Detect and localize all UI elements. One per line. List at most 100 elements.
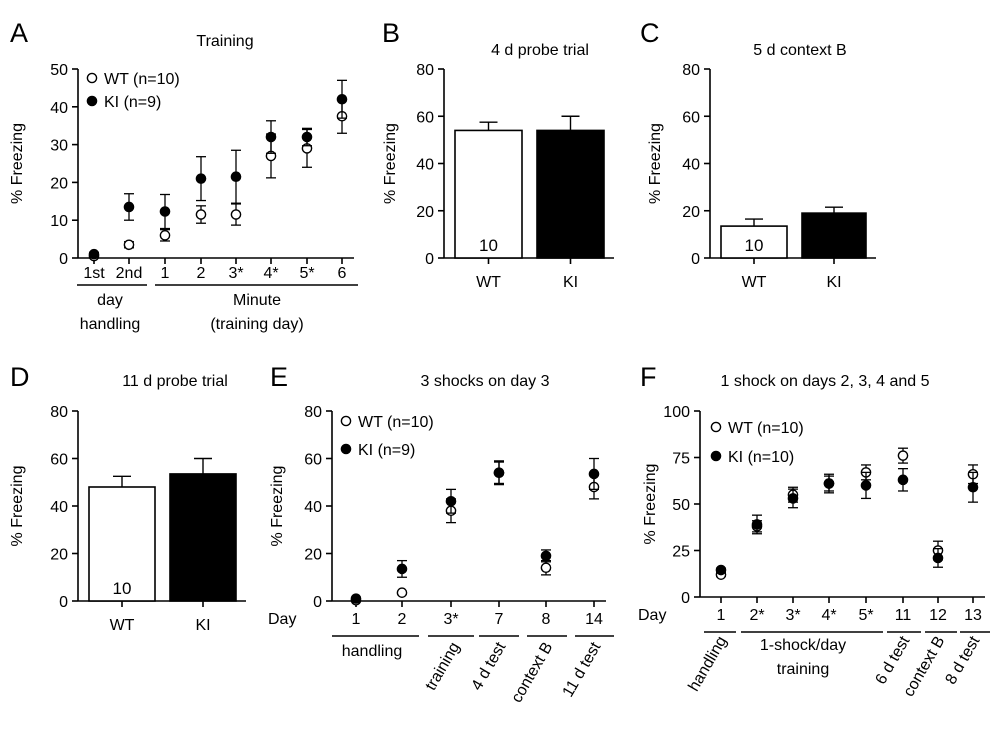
x-tick-label: 2nd: [116, 265, 143, 282]
y-tick-label: 80: [304, 404, 322, 421]
legend-label: WT (n=10): [104, 71, 180, 88]
bar-WT: [88, 486, 156, 602]
legend-label: WT (n=10): [358, 414, 434, 431]
legend-marker: [86, 72, 98, 84]
data-point: [396, 587, 408, 598]
x-tick-label: 3*: [443, 611, 458, 628]
x-tick-label: 11: [895, 607, 912, 624]
series-ki: [88, 79, 348, 260]
group-label: handling: [342, 643, 403, 660]
x-axis-prefix: Day: [638, 607, 666, 624]
legend-label: KI (n=9): [358, 442, 415, 459]
y-tick-label: 40: [416, 157, 434, 174]
data-point: [350, 593, 362, 604]
data-point: [897, 450, 909, 461]
data-point: [195, 173, 207, 184]
y-tick-label: 80: [50, 404, 68, 421]
x-tick-label: 7: [495, 611, 504, 628]
data-point: [159, 206, 171, 217]
legend-marker: [86, 95, 98, 107]
legend-marker: [340, 443, 352, 455]
panel-E: E 3 shocks on day 3 0 20 40 60 80 % Freezing 1 2 3…: [268, 362, 614, 706]
bar-KI: [536, 129, 605, 259]
y-tick-label: 80: [682, 62, 700, 79]
bar-WT: [454, 129, 523, 259]
data-point: [493, 467, 505, 479]
x-axis-prefix: Day: [268, 611, 296, 628]
panel-label: F: [640, 362, 657, 392]
data-point: [230, 171, 242, 183]
x-tick-label: 14: [585, 611, 603, 628]
x-tick-label: WT: [476, 274, 501, 291]
data-point: [787, 493, 799, 504]
group-label: Minute: [233, 292, 281, 309]
legend-label: KI (n=9): [104, 94, 161, 111]
group-label: 11 d test: [560, 639, 605, 700]
data-point: [715, 564, 727, 576]
group-label: 8 d test: [942, 633, 983, 687]
series-ki: [350, 457, 600, 604]
y-tick-label: 0: [425, 251, 434, 268]
x-tick-label: 2*: [749, 607, 764, 624]
y-tick-label: 75: [672, 451, 690, 468]
n-label: 10: [113, 579, 132, 598]
y-tick-label: 100: [663, 404, 690, 421]
y-axis-label: % Freezing: [269, 466, 286, 547]
group-label: context B: [508, 640, 556, 706]
chart-title: 4 d probe trial: [491, 42, 589, 59]
x-tick-label: 12: [929, 607, 947, 624]
legend-marker: [710, 421, 722, 433]
panel-label: A: [10, 18, 28, 48]
n-label: 9: [198, 579, 207, 598]
x-tick-label: 5*: [299, 265, 314, 282]
group-label: 4 d test: [468, 639, 509, 693]
y-tick-label: 60: [304, 452, 322, 469]
data-point: [336, 93, 348, 105]
panel-A: A Training 0 10 20 30 40 50 % Freezing 1st 2nd 1 2 3*…: [9, 18, 358, 333]
data-point: [967, 481, 979, 493]
group-label: handling: [80, 316, 141, 333]
y-tick-label: 0: [59, 251, 68, 268]
data-point: [159, 230, 171, 241]
x-tick-label: 5*: [858, 607, 873, 624]
y-axis-label: % Freezing: [642, 464, 659, 545]
y-tick-label: 0: [691, 251, 700, 268]
data-point: [265, 131, 277, 143]
data-point: [123, 201, 135, 213]
y-tick-label: 40: [682, 157, 700, 174]
chart-title: 5 d context B: [753, 42, 846, 59]
series-wt: [350, 460, 600, 606]
x-tick-label: 6: [338, 265, 347, 282]
y-tick-label: 20: [304, 547, 322, 564]
x-tick-label: KI: [826, 274, 841, 291]
panel-B: B 4 d probe trial 0 20 40 60 80 % Freezing 10 WT 9…: [382, 18, 614, 291]
data-point: [445, 495, 457, 507]
x-tick-label: WT: [742, 274, 767, 291]
y-tick-label: 50: [672, 497, 690, 514]
x-tick-label: KI: [563, 274, 578, 291]
chart-title: 3 shocks on day 3: [421, 373, 550, 390]
x-tick-label: 3*: [228, 265, 243, 282]
bar-KI: [169, 473, 237, 602]
x-tick-label: 4*: [821, 607, 836, 624]
y-tick-label: 20: [416, 204, 434, 221]
y-axis-label: % Freezing: [382, 123, 399, 204]
y-tick-label: 10: [50, 213, 68, 230]
data-point: [860, 480, 872, 491]
x-tick-label: 13: [964, 607, 982, 624]
data-point: [301, 131, 313, 143]
y-tick-label: 40: [304, 499, 322, 516]
data-point: [88, 248, 100, 260]
legend-marker: [710, 450, 722, 462]
panel-F: F 1 shock on days 2, 3, 4 and 5 0 25 50 75 100…: [638, 362, 990, 700]
y-tick-label: 50: [50, 62, 68, 79]
data-point: [123, 239, 135, 251]
data-point: [396, 563, 408, 575]
group-label: handling: [685, 634, 730, 695]
panel-label: E: [270, 362, 288, 392]
y-tick-label: 60: [50, 452, 68, 469]
data-point: [751, 519, 763, 530]
x-tick-label: 3*: [785, 607, 800, 624]
y-tick-label: 25: [672, 544, 690, 561]
